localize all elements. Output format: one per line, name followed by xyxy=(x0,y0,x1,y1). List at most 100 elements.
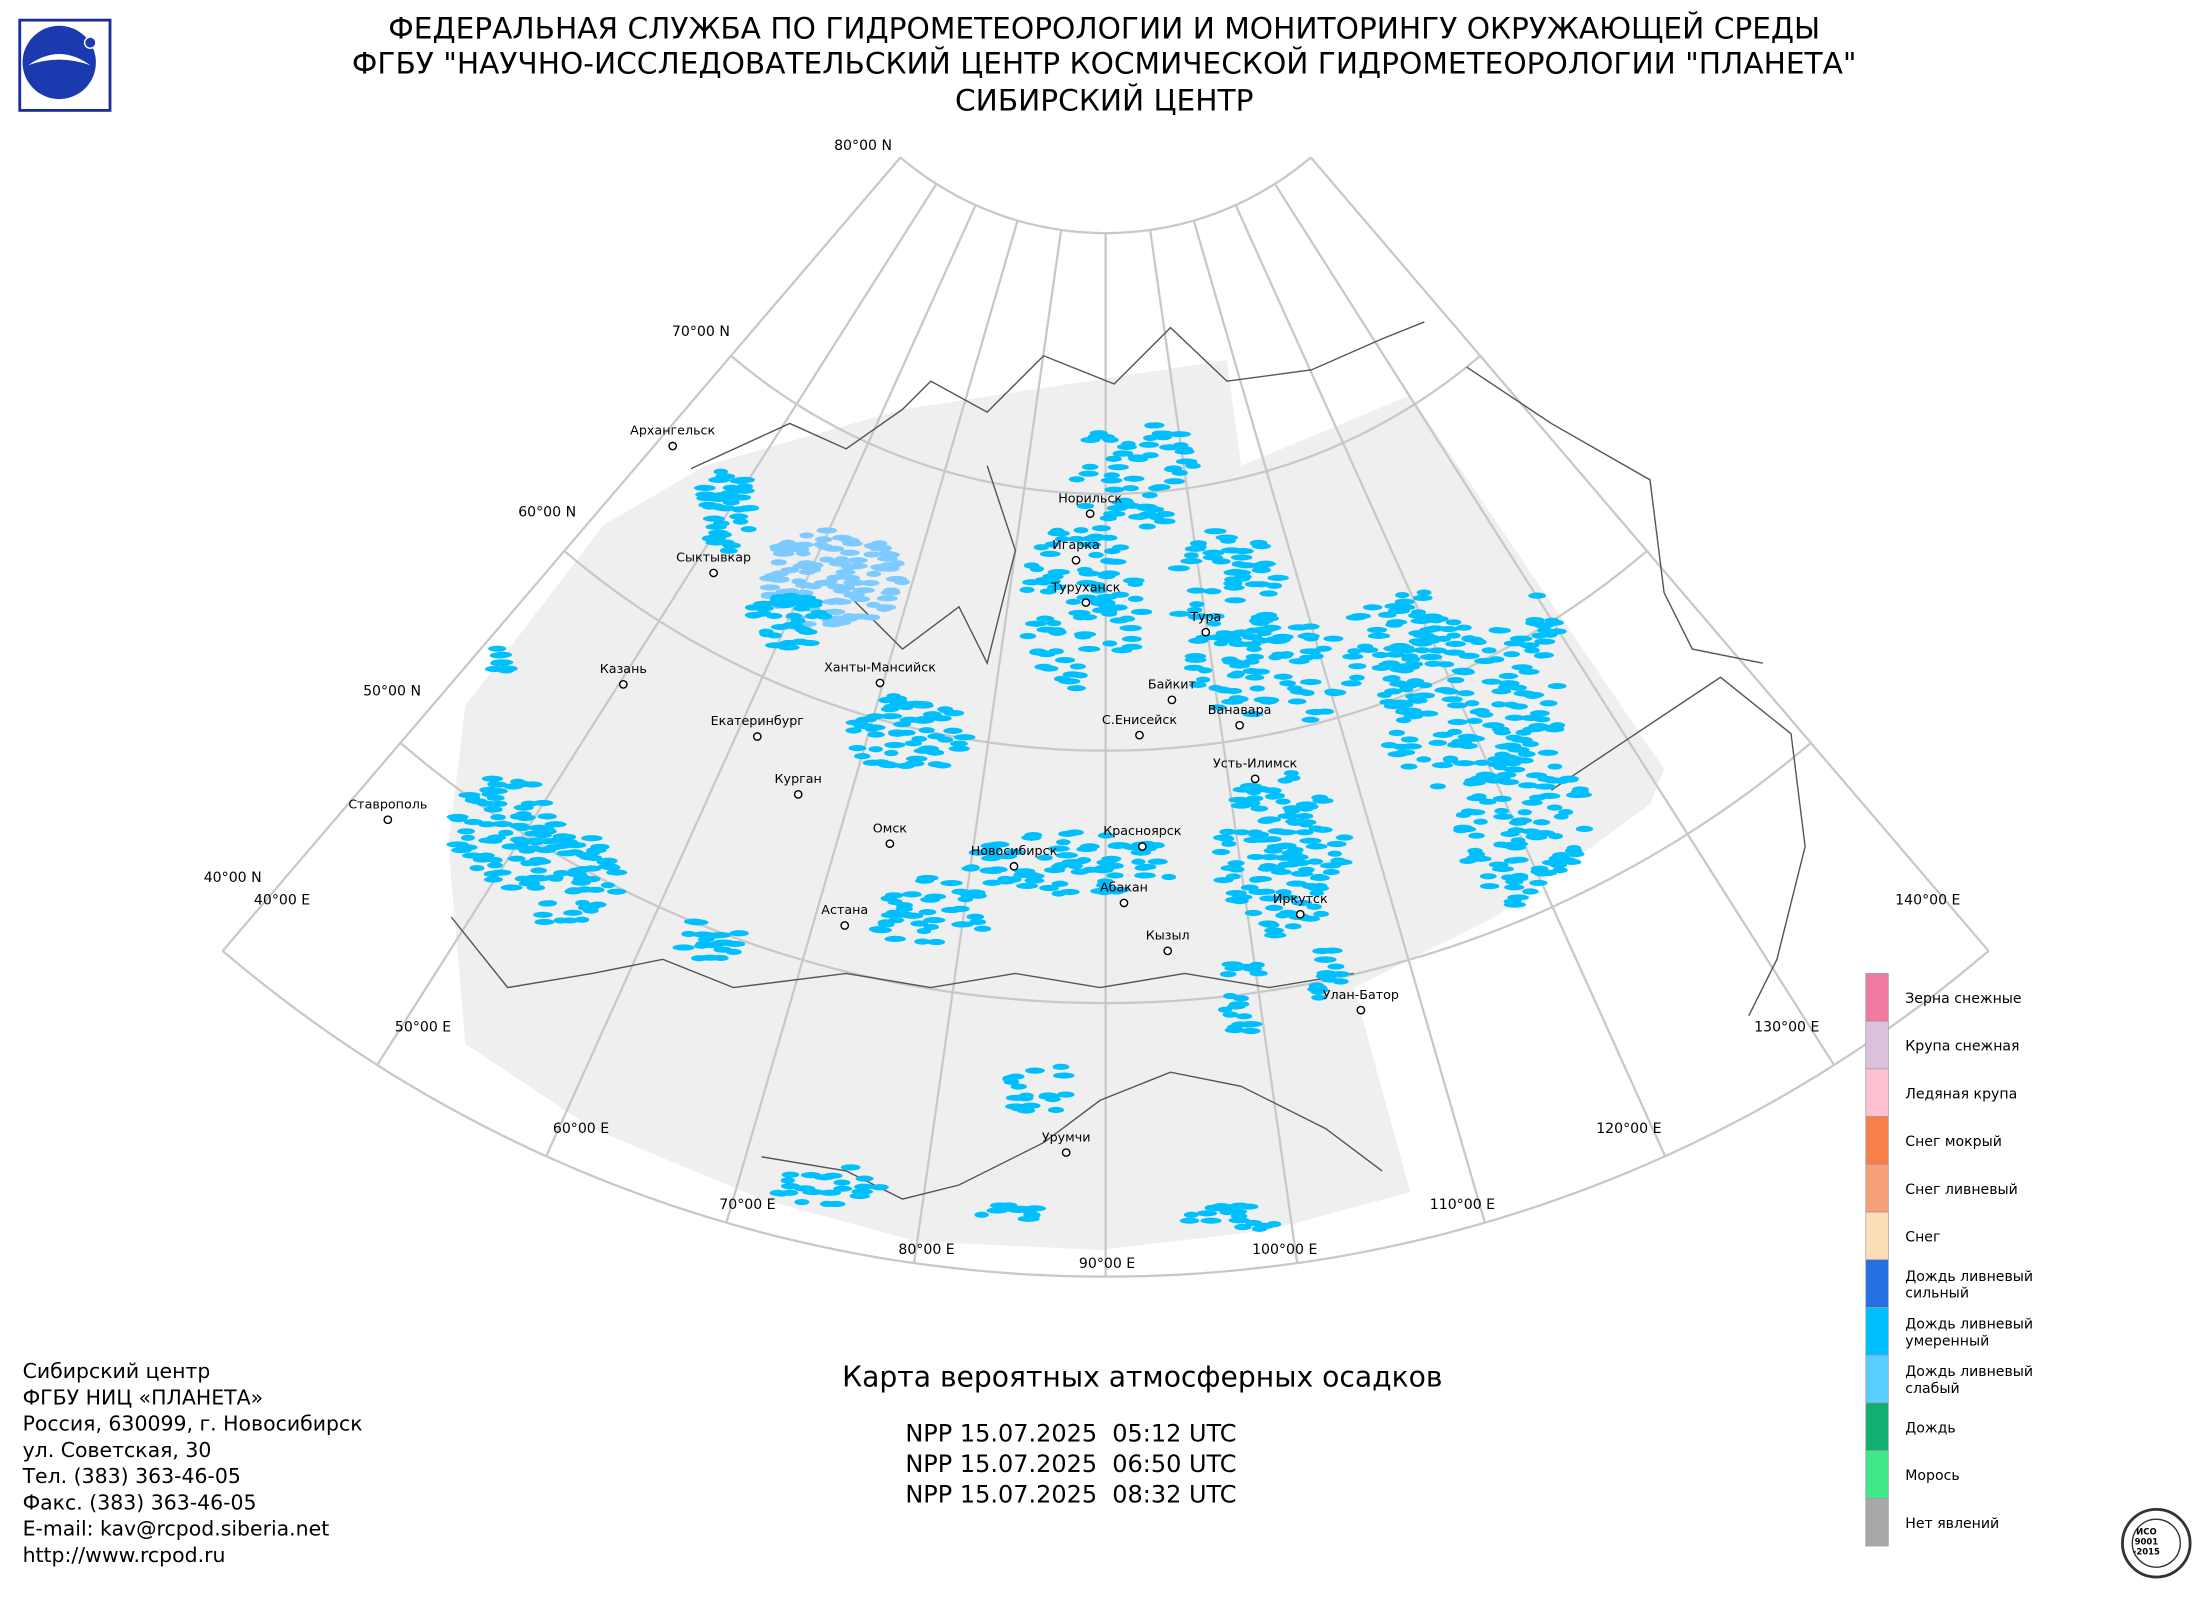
precip-cell xyxy=(572,875,589,882)
precip-cell xyxy=(1211,1203,1232,1210)
precip-cell xyxy=(1039,588,1057,595)
iso-logo-text: ИСО xyxy=(2136,1527,2156,1537)
precip-cell xyxy=(1384,651,1405,658)
precip-cell xyxy=(553,869,571,877)
precip-cell xyxy=(1493,764,1508,771)
meridian xyxy=(1149,229,1299,1264)
precip-cell xyxy=(1533,783,1557,790)
precip-cell xyxy=(850,595,871,603)
precip-cell xyxy=(1019,586,1035,593)
precip-cell xyxy=(886,693,902,700)
precip-cell xyxy=(1189,613,1210,620)
precip-cell xyxy=(1180,558,1203,565)
precip-cell xyxy=(1107,842,1127,850)
precip-cell xyxy=(1328,689,1347,696)
precip-cell xyxy=(1279,651,1294,658)
address-line: Тел. (383) 363-46-05 xyxy=(22,1464,241,1488)
precip-cell xyxy=(823,545,845,552)
precip-cell xyxy=(1566,844,1582,852)
precip-cell xyxy=(575,886,594,893)
precip-cell xyxy=(1097,433,1115,441)
precip-cell xyxy=(808,562,824,569)
address-line: ул. Советская, 30 xyxy=(23,1438,212,1462)
precip-cell xyxy=(1246,795,1264,802)
precip-cell xyxy=(1349,613,1371,620)
precip-cell xyxy=(607,888,627,895)
precip-cell xyxy=(713,468,729,475)
precip-cell xyxy=(902,891,922,898)
precip-cell xyxy=(1295,812,1314,820)
precip-cell xyxy=(1130,608,1153,615)
precip-cell xyxy=(1468,851,1486,858)
precip-cell xyxy=(544,874,564,881)
precip-cell xyxy=(1316,970,1338,977)
legend-label: Дождь ливневый xyxy=(1905,1269,2033,1285)
precip-cell xyxy=(1509,635,1533,642)
city-marker xyxy=(840,921,850,930)
precip-cell xyxy=(484,876,503,883)
precip-cell xyxy=(1183,1211,1199,1218)
legend-swatch xyxy=(1865,1354,1889,1404)
precip-cell xyxy=(1056,1091,1075,1098)
precip-cell xyxy=(1386,619,1408,626)
precip-cell xyxy=(1119,615,1136,622)
precip-cell xyxy=(556,850,578,857)
header-line: СИБИРСКИЙ ЦЕНТР xyxy=(955,82,1253,117)
precip-cell xyxy=(1097,832,1115,839)
precip-cell xyxy=(866,713,885,720)
precip-cell xyxy=(1395,707,1416,714)
precip-cell xyxy=(1099,515,1117,522)
precip-cell xyxy=(1399,686,1414,693)
precip-cell xyxy=(1246,645,1262,653)
precip-cell xyxy=(1388,729,1405,736)
precip-cell xyxy=(1019,633,1037,640)
precip-cell xyxy=(581,835,603,842)
precip-cell xyxy=(895,902,913,909)
precip-cell xyxy=(1262,624,1282,631)
precip-cell xyxy=(883,587,900,594)
precip-cell xyxy=(507,855,526,862)
precip-cell xyxy=(1277,812,1300,820)
precip-cell xyxy=(1522,726,1545,733)
precip-cell xyxy=(1219,537,1236,544)
city-marker xyxy=(383,815,393,825)
precip-cell xyxy=(1106,872,1124,879)
precip-cell xyxy=(537,813,557,820)
city-label: Норильск xyxy=(1058,490,1122,505)
legend-label: Дождь ливневый xyxy=(1905,1316,2033,1332)
precip-cell xyxy=(910,920,929,927)
precip-cell xyxy=(544,821,567,828)
precip-cell xyxy=(798,568,816,575)
precip-cell xyxy=(1103,472,1120,479)
legend-label: Дождь ливневый xyxy=(1905,1364,2033,1380)
precip-cell xyxy=(526,884,546,891)
precip-cell xyxy=(1531,632,1547,639)
precip-cell xyxy=(698,501,719,508)
precip-cell xyxy=(870,1184,889,1191)
precip-cell xyxy=(1287,624,1311,631)
precip-cell xyxy=(1275,829,1297,836)
precip-cell xyxy=(1238,1203,1259,1210)
precip-cell xyxy=(894,579,911,586)
precip-cell xyxy=(1335,834,1354,841)
precip-cell xyxy=(1054,656,1076,664)
precip-cell xyxy=(574,916,590,923)
precip-cell xyxy=(1466,717,1483,724)
precip-cell xyxy=(877,555,898,562)
precip-cell xyxy=(896,762,915,769)
legend-swatch xyxy=(1865,1259,1889,1308)
precip-cell xyxy=(765,642,787,649)
precip-cell xyxy=(1504,884,1525,891)
precip-cell xyxy=(1047,1106,1065,1114)
precip-cell xyxy=(520,800,538,807)
precip-cell xyxy=(878,762,901,769)
coastline xyxy=(1550,676,1806,1017)
precip-cell xyxy=(1283,770,1299,777)
precip-cell xyxy=(1347,648,1362,655)
precip-cell xyxy=(1119,624,1143,632)
precip-cell xyxy=(1299,678,1322,686)
precip-cell xyxy=(1058,678,1081,685)
precip-cell xyxy=(1548,855,1569,862)
precip-cell xyxy=(957,896,974,903)
precip-cell xyxy=(1432,731,1454,738)
